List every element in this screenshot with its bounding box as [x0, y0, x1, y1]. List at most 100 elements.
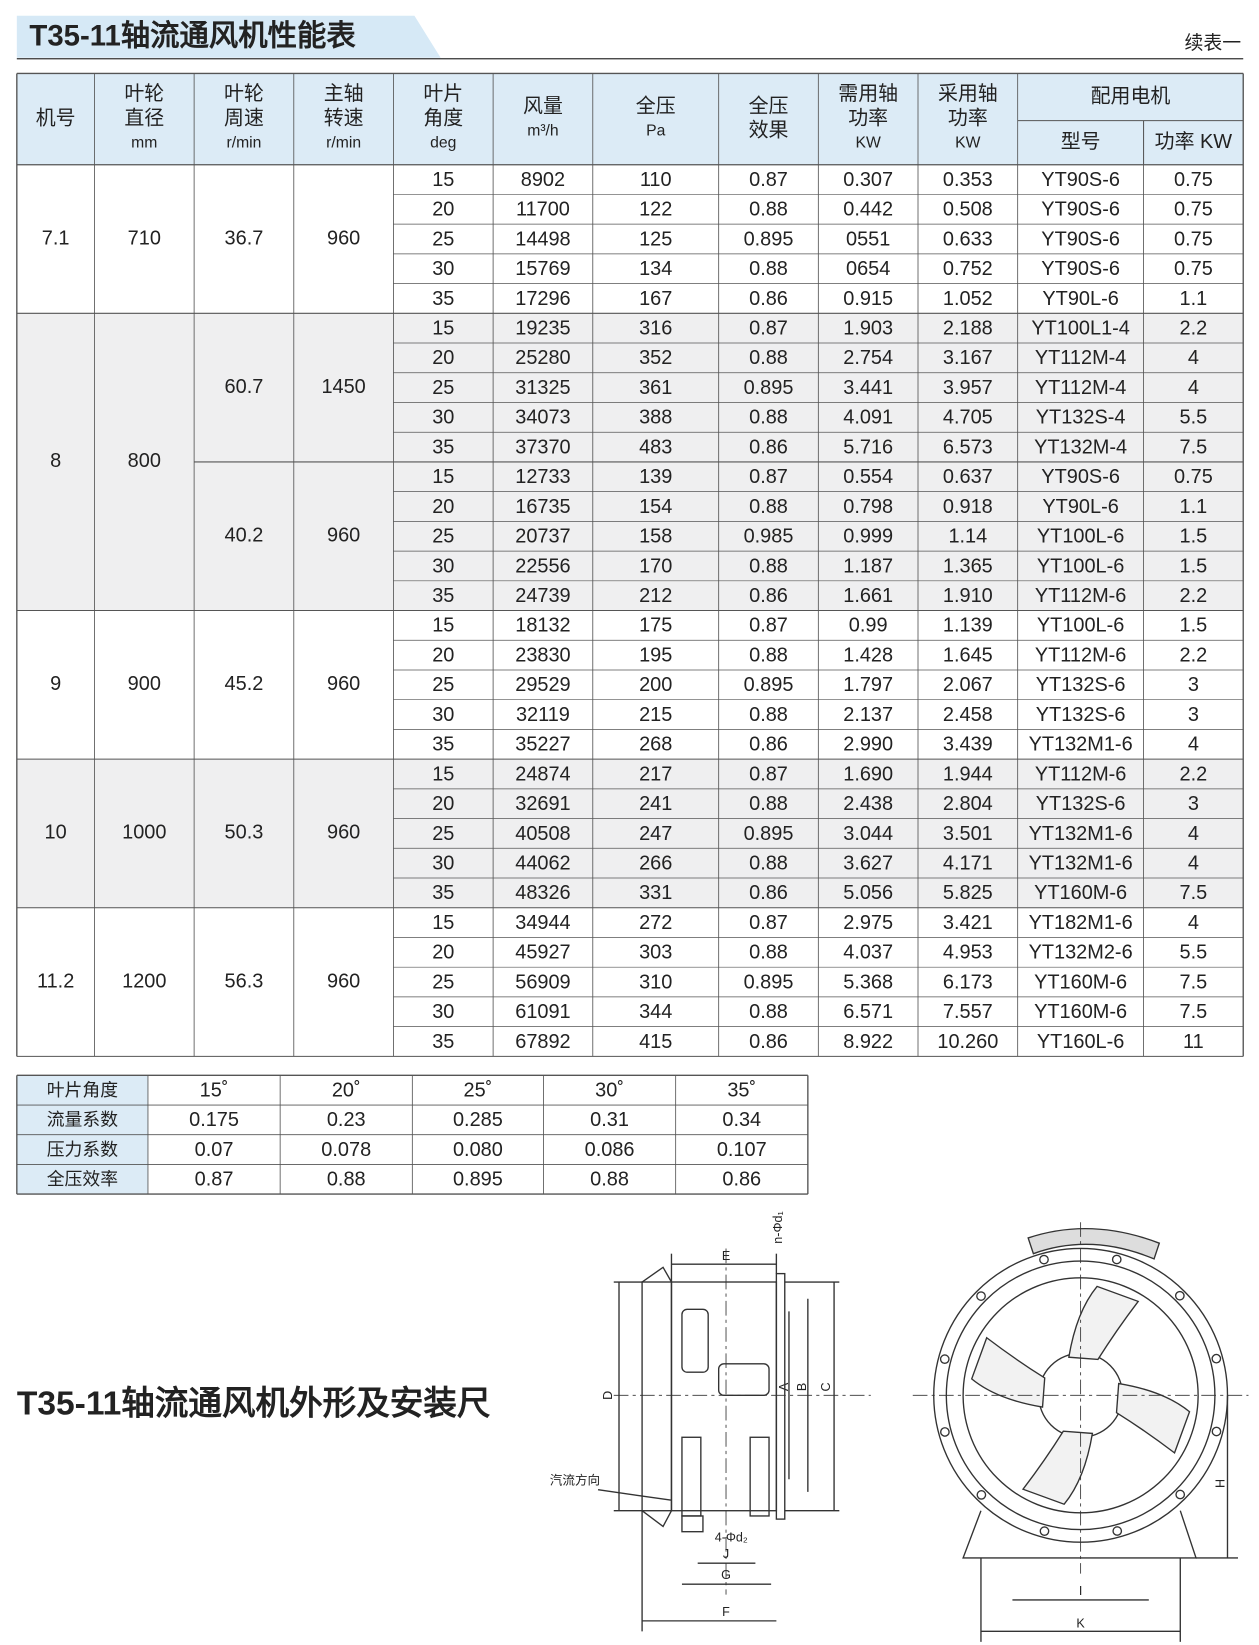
table-cell: 0.637	[943, 466, 993, 488]
table-cell: 23830	[515, 644, 570, 666]
table-cell: 0.75	[1174, 258, 1213, 280]
table-cell: YT132M-4	[1034, 436, 1127, 458]
table-cell: 25	[432, 228, 454, 250]
table-cell: 7.5	[1180, 882, 1208, 904]
table-cell: 2.188	[943, 317, 993, 339]
table-cell: 2.2	[1180, 317, 1208, 339]
table-cell: 1.661	[843, 585, 893, 607]
table-cell: 1.365	[943, 555, 993, 577]
table-cell: YT100L1-4	[1031, 317, 1130, 339]
table-cell: 316	[639, 317, 672, 339]
table-cell: 960	[327, 524, 360, 546]
table-cell: 7.557	[943, 1001, 993, 1023]
backgrounds	[16, 73, 1244, 1195]
coef-cell: 压力系数	[47, 1139, 118, 1159]
table-cell: 10	[45, 822, 67, 844]
table-cell: 0.88	[749, 1001, 788, 1023]
table-cell: 5.5	[1180, 407, 1208, 429]
table-cell: 6.571	[843, 1001, 893, 1023]
table-cell: 20	[432, 496, 454, 518]
table-cell: 0.88	[749, 644, 788, 666]
table-cell: 30	[432, 555, 454, 577]
table-cell: 0.75	[1174, 169, 1213, 191]
coef-cell: 0.86	[722, 1169, 761, 1191]
header-sub-cell: 型号	[1061, 130, 1101, 153]
table-cell: 7.5	[1180, 1001, 1208, 1023]
table-cell: 266	[639, 852, 672, 874]
bolt	[1211, 1426, 1222, 1437]
header-cell: 叶片	[423, 82, 463, 105]
table-cell: 3.441	[843, 377, 893, 399]
header-unit: r/min	[226, 134, 261, 151]
table-cell: 30	[432, 1001, 454, 1023]
table-cell: YT132M1-6	[1029, 823, 1133, 845]
table-cell: 60.7	[225, 376, 264, 398]
table-cell: YT90S-6	[1041, 258, 1120, 280]
table-cell: 217	[639, 763, 672, 785]
table-cell: 40.2	[225, 524, 264, 546]
drawing-label: B	[795, 1383, 809, 1391]
header-cell: 叶轮	[124, 82, 164, 105]
table-cell: 19235	[515, 317, 570, 339]
table-cell: YT132S-4	[1036, 407, 1126, 429]
table-cell: 0.86	[749, 585, 788, 607]
coef-cell: 35˚	[727, 1079, 756, 1101]
table-cell: 110	[640, 169, 672, 191]
table-cell: 139	[639, 466, 672, 488]
table-cell: 25	[432, 674, 454, 696]
table-cell: 0.75	[1174, 228, 1213, 250]
coef-cell: 0.88	[590, 1169, 629, 1191]
table-cell: 4.705	[943, 407, 993, 429]
table-cell: 175	[639, 615, 672, 637]
header-cell: 全压	[749, 94, 789, 117]
table-cell: 0.86	[749, 436, 788, 458]
table-cell: 15769	[515, 258, 570, 280]
header-cell: 功率	[948, 106, 988, 129]
table-cell: YT160M-6	[1034, 971, 1127, 993]
table-cell: 0.88	[749, 496, 788, 518]
coef-cell: 0.88	[327, 1169, 366, 1191]
header-unit: mm	[131, 134, 157, 151]
bolt	[976, 1490, 987, 1500]
coef-cell: 0.87	[195, 1169, 234, 1191]
table-cell: 15	[432, 169, 454, 191]
motor	[681, 1436, 702, 1517]
coef-cell: 流量系数	[47, 1110, 118, 1130]
table-cell: 48326	[515, 882, 570, 904]
coef-cell: 0.34	[722, 1109, 761, 1131]
table-cell: 5.368	[843, 971, 893, 993]
table-cell: YT90L-6	[1042, 288, 1118, 310]
coef-cell: 0.175	[189, 1109, 239, 1131]
drawing-label: J	[723, 1547, 729, 1561]
table-cell: 15	[432, 912, 454, 934]
drawing	[597, 1222, 1249, 1642]
table-cell: 0.87	[749, 763, 788, 785]
table-cell: 710	[128, 227, 161, 249]
table-cell: 35	[432, 882, 454, 904]
table-cell: 2.067	[943, 674, 993, 696]
table-cell: 3	[1188, 704, 1199, 726]
table-cell: 0551	[846, 228, 890, 250]
table-cell: 22556	[515, 555, 570, 577]
table-cell: 0.915	[843, 288, 893, 310]
table-cell: 18132	[515, 615, 570, 637]
table-cell: 960	[327, 673, 360, 695]
header-cell: 直径	[124, 106, 164, 129]
rotation-arrow	[1027, 1227, 1161, 1260]
header-unit: KW	[856, 134, 881, 151]
table-cell: 56.3	[225, 970, 264, 992]
flange	[641, 1281, 673, 1512]
coef-cell: 0.086	[585, 1139, 635, 1161]
table-cell: 2.975	[843, 912, 893, 934]
table-cell: 0.508	[943, 199, 993, 221]
cell-bg	[16, 313, 195, 611]
table-cell: 212	[639, 585, 672, 607]
drawing-label: 汽流方向	[550, 1473, 600, 1488]
table-cell: 4	[1188, 347, 1199, 369]
flange	[775, 1272, 786, 1520]
blade	[681, 1308, 709, 1373]
table-cell: 25	[432, 971, 454, 993]
bolt	[1039, 1526, 1050, 1537]
table-cell: 344	[639, 1001, 672, 1023]
